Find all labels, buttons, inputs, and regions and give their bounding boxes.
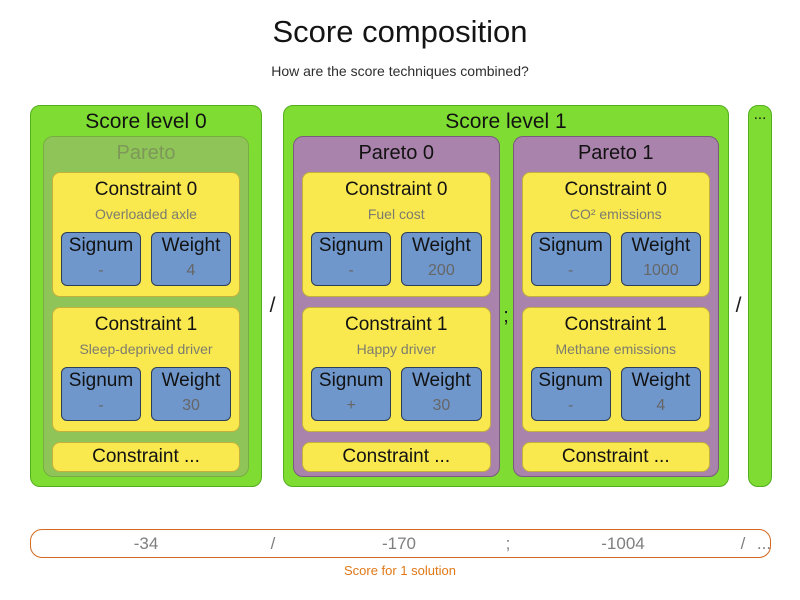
- signum-box: Signum +: [311, 367, 392, 421]
- weight-value: 30: [182, 397, 200, 414]
- pareto-separator: ;: [503, 305, 509, 327]
- weight-value: 4: [656, 397, 666, 414]
- score-bar: -34 / -170 ; -1004 / ...: [30, 529, 771, 558]
- constraint-name: Fuel cost: [367, 206, 425, 222]
- score-level-0-box: Score level 0 Pareto Constraint 0 Overlo…: [30, 105, 262, 487]
- constraint-name: Sleep-deprived driver: [79, 341, 213, 357]
- weight-value: 200: [428, 262, 455, 279]
- weight-box: Weight 4: [620, 367, 701, 421]
- constraint-card: Constraint 0 Overloaded axle Signum - We…: [52, 172, 240, 297]
- constraint-name: CO² emissions: [569, 206, 662, 222]
- signum-box: Signum -: [61, 232, 141, 286]
- constraint-title: Constraint 1: [564, 314, 667, 335]
- weight-box: Weight 30: [151, 367, 231, 421]
- score-bar-ellipsis: ...: [756, 533, 772, 553]
- constraint-card: Constraint 0 CO² emissions Signum - Weig…: [521, 172, 710, 297]
- signum-label: Signum: [538, 235, 603, 256]
- signum-value: -: [567, 262, 574, 279]
- score-level-0-title: Score level 0: [85, 110, 207, 133]
- constraint-name: Overloaded axle: [95, 206, 197, 222]
- constraint-name: Methane emissions: [555, 341, 677, 357]
- signum-box: Signum -: [530, 367, 611, 421]
- signum-value: -: [348, 262, 354, 279]
- constraint-card: Constraint 1 Methane emissions Signum - …: [521, 307, 710, 432]
- score-bar-separator: /: [270, 533, 276, 553]
- score-value-level0: -34: [133, 533, 159, 553]
- signum-weight-row: Signum - Weight 4: [530, 367, 701, 421]
- signum-label: Signum: [68, 370, 134, 391]
- weight-label: Weight: [411, 235, 471, 256]
- signum-box: Signum -: [61, 367, 141, 421]
- signum-value: -: [98, 262, 104, 279]
- trailing-level-separator: /: [735, 294, 742, 317]
- constraint-title: Constraint 1: [345, 314, 448, 335]
- signum-box: Signum -: [311, 232, 392, 286]
- level-separator: /: [269, 294, 276, 317]
- score-bar-separator: ;: [505, 533, 511, 553]
- constraint-more-box: Constraint ...: [521, 442, 710, 472]
- constraint-title: Constraint 0: [94, 179, 198, 200]
- constraint-title: Constraint 0: [564, 179, 667, 200]
- constraint-more-box: Constraint ...: [302, 442, 491, 472]
- weight-box: Weight 200: [401, 232, 482, 286]
- signum-label: Signum: [538, 370, 603, 391]
- pareto-0-title: Pareto 0: [358, 142, 435, 164]
- pareto-box: Pareto Constraint 0 Overloaded axle Sign…: [43, 136, 249, 477]
- constraint-name: Happy driver: [356, 341, 436, 357]
- weight-box: Weight 1000: [620, 232, 701, 286]
- weight-value: 1000: [643, 262, 679, 279]
- signum-weight-row: Signum - Weight 4: [61, 232, 231, 286]
- score-bar-caption: Score for 1 solution: [343, 563, 456, 578]
- signum-value: -: [567, 397, 574, 414]
- page-title: Score composition: [272, 14, 528, 49]
- diagram-row: Score level 0 Pareto Constraint 0 Overlo…: [30, 105, 772, 487]
- weight-label: Weight: [411, 370, 471, 391]
- pareto-1-title: Pareto 1: [577, 142, 654, 164]
- signum-box: Signum -: [530, 232, 611, 286]
- signum-label: Signum: [318, 235, 384, 256]
- paretos-row: Pareto 0 Constraint 0 Fuel cost Signum -…: [293, 136, 719, 477]
- weight-label: Weight: [631, 370, 691, 391]
- constraint-more-box: Constraint ...: [52, 442, 240, 472]
- signum-value: +: [346, 397, 356, 414]
- pareto-0-box: Pareto 0 Constraint 0 Fuel cost Signum -…: [293, 136, 500, 477]
- signum-label: Signum: [318, 370, 384, 391]
- weight-value: 4: [186, 262, 196, 279]
- pareto-title: Pareto: [116, 142, 176, 164]
- pareto-1-box: Pareto 1 Constraint 0 CO² emissions Sign…: [512, 136, 719, 477]
- weight-box: Weight 4: [151, 232, 231, 286]
- constraint-card: Constraint 1 Sleep-deprived driver Signu…: [52, 307, 240, 432]
- score-level-1-title: Score level 1: [445, 110, 567, 133]
- more-levels-box: ...: [748, 105, 772, 487]
- constraint-card: Constraint 1 Happy driver Signum + Weigh…: [302, 307, 491, 432]
- signum-label: Signum: [68, 235, 134, 256]
- score-value-pareto0: -170: [381, 533, 417, 553]
- score-level-1-box: Score level 1 Pareto 0 Constraint 0 Fuel…: [283, 105, 729, 487]
- signum-weight-row: Signum - Weight 200: [311, 232, 482, 286]
- weight-label: Weight: [161, 235, 221, 256]
- constraint-card: Constraint 0 Fuel cost Signum - Weight 2…: [302, 172, 491, 297]
- score-value-pareto1: -1004: [601, 533, 645, 553]
- signum-value: -: [98, 397, 104, 414]
- constraint-title: Constraint 0: [345, 179, 448, 200]
- weight-label: Weight: [631, 235, 691, 256]
- weight-label: Weight: [161, 370, 221, 391]
- weight-box: Weight 30: [401, 367, 482, 421]
- weight-value: 30: [432, 397, 451, 414]
- constraint-title: Constraint 1: [94, 314, 198, 335]
- page-subtitle: How are the score techniques combined?: [271, 63, 529, 79]
- signum-weight-row: Signum - Weight 1000: [530, 232, 701, 286]
- signum-weight-row: Signum + Weight 30: [311, 367, 482, 421]
- signum-weight-row: Signum - Weight 30: [61, 367, 231, 421]
- score-bar-separator: /: [740, 533, 746, 553]
